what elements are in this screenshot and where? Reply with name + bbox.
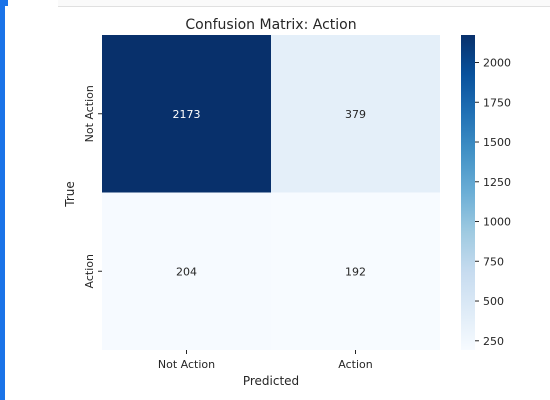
heatmap-cell	[102, 35, 271, 193]
colorbar-tick-label: 1250	[483, 176, 511, 189]
notebook-cell-indicator-tab	[5, 0, 8, 6]
heatmap-cells: 2173 379 204 192	[102, 35, 440, 350]
colorbar-ticks: 250 500 750 1000 1250 1500 1750 2000	[475, 57, 511, 348]
colorbar-tick-label: 1750	[483, 96, 511, 109]
y-tick-label: Action	[83, 254, 96, 288]
colorbar-tick-label: 250	[483, 335, 504, 348]
notebook-cell-indicator	[0, 0, 5, 400]
heatmap-cell	[271, 35, 440, 193]
output-cell-frame	[58, 0, 550, 7]
colorbar-tick-label: 2000	[483, 57, 511, 70]
y-tick-label: Not Action	[83, 85, 96, 142]
cell-value-label: 379	[345, 108, 366, 121]
heatmap-cell	[102, 192, 271, 350]
axis-ticks: Not Action Action Not Action Action	[83, 85, 373, 371]
colorbar-tick-label: 1000	[483, 216, 511, 229]
colorbar-tick-label: 1500	[483, 136, 511, 149]
cell-value-label: 192	[345, 265, 366, 278]
x-tick-label: Not Action	[158, 358, 215, 371]
x-axis-label: Predicted	[243, 374, 299, 388]
cell-value-label: 204	[176, 265, 197, 278]
x-tick-label: Action	[338, 358, 372, 371]
chart-title: Confusion Matrix: Action	[185, 17, 356, 33]
heatmap-cell	[271, 192, 440, 350]
colorbar	[461, 35, 475, 350]
y-axis-label: True	[63, 181, 77, 208]
colorbar-tick-label: 750	[483, 255, 504, 268]
colorbar-tick-label: 500	[483, 295, 504, 308]
cell-value-label: 2173	[173, 108, 201, 121]
